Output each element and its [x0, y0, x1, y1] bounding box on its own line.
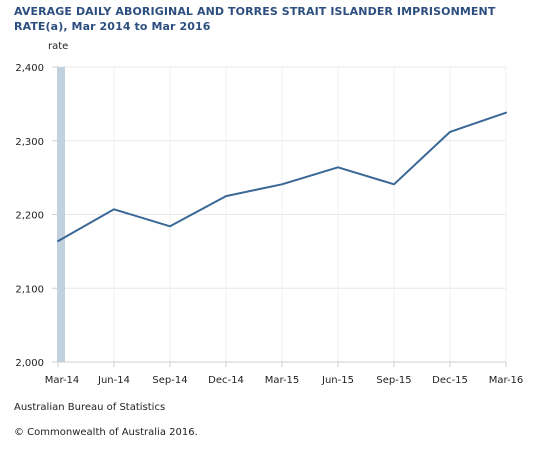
y-axis-band: [57, 67, 65, 362]
y-tick-label: 2,200: [15, 211, 44, 222]
source-note: Australian Bureau of Statistics: [14, 402, 166, 413]
x-tick-label: Mar-14: [45, 375, 80, 386]
x-tick-label: Mar-16: [489, 375, 524, 386]
x-tick-label: Jun-15: [321, 375, 354, 386]
x-tick-label: Dec-14: [208, 375, 244, 386]
x-tick-label: Dec-15: [432, 375, 468, 386]
series-line: [57, 111, 507, 243]
x-tick-label: Sep-15: [376, 375, 411, 386]
x-tick-label: Mar-15: [265, 375, 300, 386]
chart-title: AVERAGE DAILY ABORIGINAL AND TORRES STRA…: [14, 4, 534, 34]
copyright-note: © Commonwealth of Australia 2016.: [14, 427, 198, 438]
gridlines: [58, 66, 507, 363]
x-tick-label: Sep-14: [152, 375, 187, 386]
y-tick-label: 2,300: [15, 137, 44, 148]
y-tick-label: 2,400: [15, 63, 44, 74]
chart-title-line-1: AVERAGE DAILY ABORIGINAL AND TORRES STRA…: [14, 5, 496, 18]
chart-title-line-2: RATE(a), Mar 2014 to Mar 2016: [14, 20, 211, 33]
y-tick-label: 2,000: [15, 358, 44, 369]
y-tick-label: 2,100: [15, 284, 44, 295]
axes: [52, 66, 507, 367]
y-axis-label: rate: [48, 41, 68, 52]
y-axis-shade: [57, 67, 65, 362]
series: [57, 111, 507, 243]
labels: 2,000 2,100 2,200 2,300 2,400 rate Mar-14 Jun-1…: [15, 41, 523, 386]
x-tick-label: Jun-14: [97, 375, 130, 386]
